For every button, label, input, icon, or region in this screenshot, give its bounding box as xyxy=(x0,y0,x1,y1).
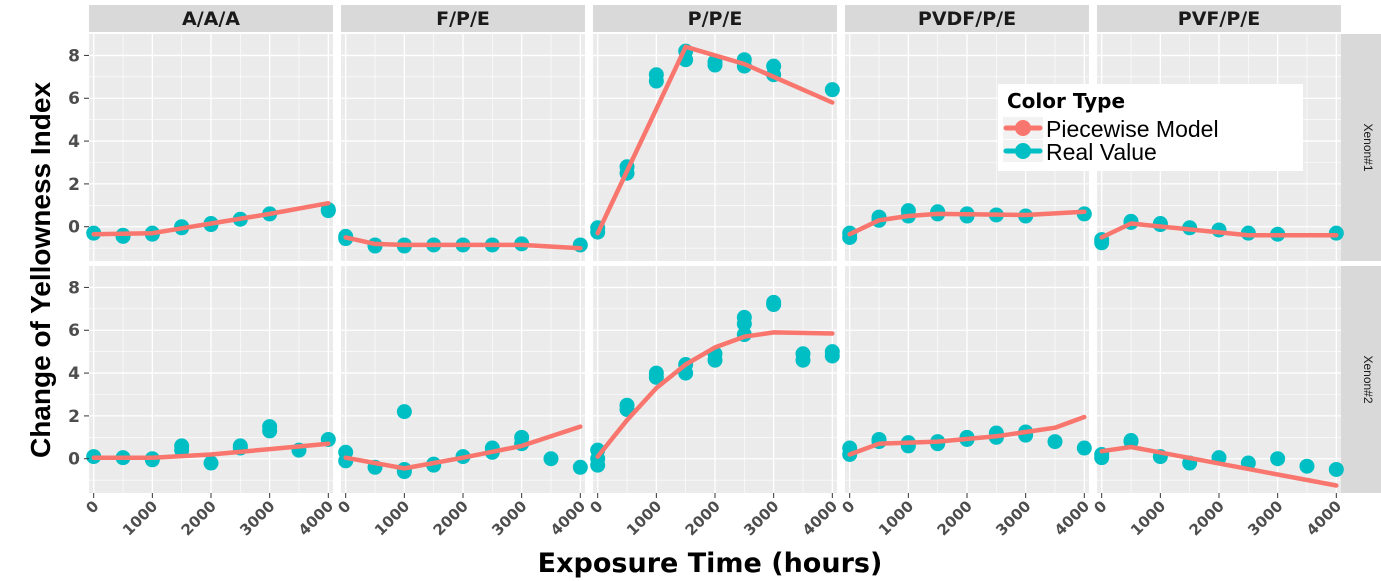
x-tick-label: 0 xyxy=(1090,497,1110,517)
column-strip-label: PVDF/P/E xyxy=(918,8,1016,30)
x-tick-label: 2000 xyxy=(682,497,724,539)
real-value-point xyxy=(543,451,558,466)
legend: Color Type Piecewise Model Real Value xyxy=(998,84,1303,171)
column-strip-label: P/P/E xyxy=(688,8,743,30)
x-tick-label: 4000 xyxy=(799,497,841,539)
real-value-point xyxy=(1047,434,1062,449)
x-tick-label: 0 xyxy=(586,497,606,517)
panel xyxy=(338,34,588,261)
real-value-point xyxy=(766,295,781,310)
panel xyxy=(338,266,588,493)
x-tick-label: 3000 xyxy=(488,497,530,539)
x-tick-label: 1000 xyxy=(371,497,413,539)
legend-key-real xyxy=(1003,140,1043,162)
panel xyxy=(590,266,840,493)
y-tick-label: 2 xyxy=(68,407,80,427)
x-tick-label: 2000 xyxy=(934,497,976,539)
x-tick-label: 1000 xyxy=(875,497,917,539)
y-tick-label: 8 xyxy=(68,46,80,66)
x-tick-label: 0 xyxy=(334,497,354,517)
real-value-point xyxy=(573,460,588,475)
x-tick-label: 3000 xyxy=(1244,497,1286,539)
column-strip-label: F/P/E xyxy=(436,8,490,30)
legend-title: Color Type xyxy=(1007,89,1125,113)
panel xyxy=(86,34,336,261)
x-tick-label: 4000 xyxy=(1303,497,1345,539)
real-value-point xyxy=(737,310,752,325)
x-tick-label: 4000 xyxy=(547,497,589,539)
x-tick-label: 4000 xyxy=(1051,497,1093,539)
y-tick-label: 4 xyxy=(68,364,80,384)
y-tick-label: 6 xyxy=(68,321,80,341)
column-strip-label: A/A/A xyxy=(182,8,240,30)
y-tick-label: 2 xyxy=(68,175,80,195)
x-tick-label: 2000 xyxy=(178,497,220,539)
real-value-point xyxy=(1329,462,1344,477)
legend-key-model xyxy=(1003,117,1043,139)
column-strip-label: PVF/P/E xyxy=(1178,8,1260,30)
x-tick-label: 1000 xyxy=(1127,497,1169,539)
panel xyxy=(1094,266,1344,493)
x-tick-label: 2000 xyxy=(1186,497,1228,539)
real-value-point xyxy=(1077,441,1092,456)
y-tick-label: 8 xyxy=(68,278,80,298)
real-value-point xyxy=(590,458,605,473)
x-axis-title: Exposure Time (hours) xyxy=(538,548,883,579)
real-value-point xyxy=(1270,451,1285,466)
y-tick-label: 6 xyxy=(68,89,80,109)
x-tick-label: 3000 xyxy=(236,497,278,539)
real-value-point xyxy=(397,404,412,419)
row-strip-label: Xenon#1 xyxy=(1361,123,1375,171)
real-value-point xyxy=(649,67,664,82)
y-axis-title: Change of Yellowness Index xyxy=(25,82,56,458)
panel xyxy=(590,34,840,261)
real-value-point xyxy=(262,419,277,434)
x-tick-label: 0 xyxy=(838,497,858,517)
real-value-point xyxy=(649,366,664,381)
panel xyxy=(842,266,1092,493)
real-value-point xyxy=(795,346,810,361)
x-tick-label: 2000 xyxy=(430,497,472,539)
x-tick-label: 1000 xyxy=(623,497,665,539)
x-tick-label: 3000 xyxy=(740,497,782,539)
x-tick-label: 4000 xyxy=(295,497,337,539)
x-tick-label: 1000 xyxy=(119,497,161,539)
x-tick-label: 0 xyxy=(82,497,102,517)
panel xyxy=(86,266,336,493)
real-value-point xyxy=(116,229,131,244)
y-tick-label: 0 xyxy=(68,218,80,238)
real-value-point xyxy=(825,82,840,97)
x-tick-label: 3000 xyxy=(992,497,1034,539)
real-value-point xyxy=(204,456,219,471)
panels-layer: A/A/A F/P/E P/P/E PVDF/P/E PVF/P/E Xenon#1 Xen… xyxy=(86,5,1381,493)
row-strip-label: Xenon#2 xyxy=(1361,355,1375,403)
real-value-point xyxy=(174,438,189,453)
legend-label-real: Real Value xyxy=(1046,139,1157,165)
y-tick-label: 4 xyxy=(68,132,80,152)
y-tick-label: 0 xyxy=(68,450,80,470)
real-value-point xyxy=(1299,459,1314,474)
real-value-point xyxy=(825,344,840,359)
real-value-point xyxy=(620,398,635,413)
